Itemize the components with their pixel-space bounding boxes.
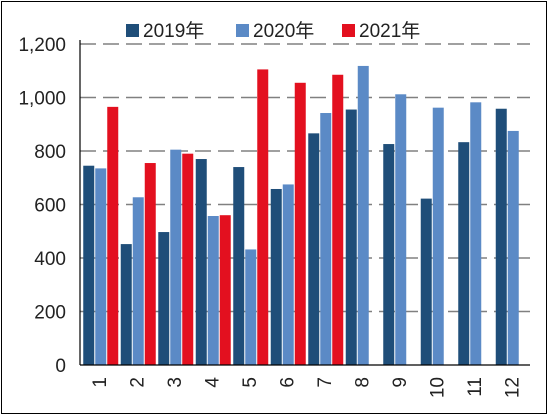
legend-swatch bbox=[126, 24, 139, 37]
bar-3-5 bbox=[257, 69, 269, 365]
bar-2-2 bbox=[132, 197, 144, 365]
y-tick-label: 600 bbox=[34, 196, 66, 217]
bar-1-6 bbox=[270, 188, 282, 365]
bar-2-1 bbox=[95, 168, 107, 365]
bar-2-6 bbox=[282, 184, 294, 365]
bar-2-10 bbox=[432, 107, 444, 365]
bar-1-7 bbox=[308, 133, 320, 365]
bars bbox=[83, 65, 519, 366]
legend-label: 2021年 bbox=[359, 20, 420, 42]
x-tick-label: 4 bbox=[202, 377, 223, 388]
bar-1-5 bbox=[233, 167, 245, 365]
bar-3-7 bbox=[332, 74, 344, 365]
legend-swatch bbox=[236, 24, 249, 37]
x-tick-label: 6 bbox=[277, 377, 298, 388]
y-tick-label: 1,200 bbox=[18, 35, 66, 56]
bar-2-3 bbox=[170, 149, 182, 365]
x-tick-label: 2 bbox=[127, 377, 148, 388]
bar-1-1 bbox=[83, 165, 95, 365]
x-tick-label: 7 bbox=[315, 377, 336, 388]
bar-2-9 bbox=[395, 94, 407, 365]
legend: 2019年 2020年 2021年 bbox=[126, 20, 420, 42]
x-tick-label: 9 bbox=[390, 377, 411, 388]
bar-2-11 bbox=[470, 102, 482, 365]
y-tick-label: 1,000 bbox=[18, 89, 66, 110]
x-tick-label: 3 bbox=[165, 377, 186, 388]
bar-1-8 bbox=[345, 109, 357, 365]
x-tick-label: 10 bbox=[427, 377, 448, 398]
legend-label: 2019年 bbox=[143, 20, 204, 42]
bar-3-1 bbox=[107, 106, 119, 366]
x-tick-label: 8 bbox=[352, 377, 373, 388]
y-tick-label: 800 bbox=[34, 142, 66, 163]
y-tick-label: 0 bbox=[55, 356, 66, 377]
bar-2-5 bbox=[245, 249, 257, 365]
legend-swatch bbox=[342, 24, 355, 37]
bar-1-9 bbox=[383, 144, 395, 365]
x-tick-label: 1 bbox=[90, 377, 111, 388]
bar-3-3 bbox=[182, 153, 194, 365]
y-tick-labels: 0 200 400 600 800 1,000 1,200 bbox=[18, 35, 66, 377]
axes bbox=[79, 40, 530, 366]
x-tick-label: 5 bbox=[240, 377, 261, 388]
x-tick-label: 11 bbox=[465, 377, 486, 397]
bar-1-11 bbox=[458, 142, 470, 365]
bar-1-3 bbox=[158, 232, 170, 365]
bar-2-8 bbox=[357, 65, 369, 365]
bar-3-2 bbox=[144, 163, 156, 365]
x-tick-label: 12 bbox=[502, 377, 523, 398]
bar-1-10 bbox=[420, 198, 432, 365]
bar-3-6 bbox=[294, 82, 306, 365]
legend-label: 2020年 bbox=[253, 20, 314, 42]
bar-2-4 bbox=[207, 216, 219, 365]
bar-2-7 bbox=[320, 113, 332, 365]
bar-2-12 bbox=[507, 130, 519, 365]
bar-3-4 bbox=[219, 215, 231, 365]
bar-1-2 bbox=[120, 244, 132, 365]
bar-1-4 bbox=[195, 159, 207, 365]
y-tick-label: 200 bbox=[34, 303, 66, 324]
x-tick-labels: 1 2 3 4 5 6 7 8 9 10 11 12 bbox=[90, 377, 524, 399]
bar-1-12 bbox=[495, 108, 507, 366]
y-tick-label: 400 bbox=[34, 249, 66, 270]
